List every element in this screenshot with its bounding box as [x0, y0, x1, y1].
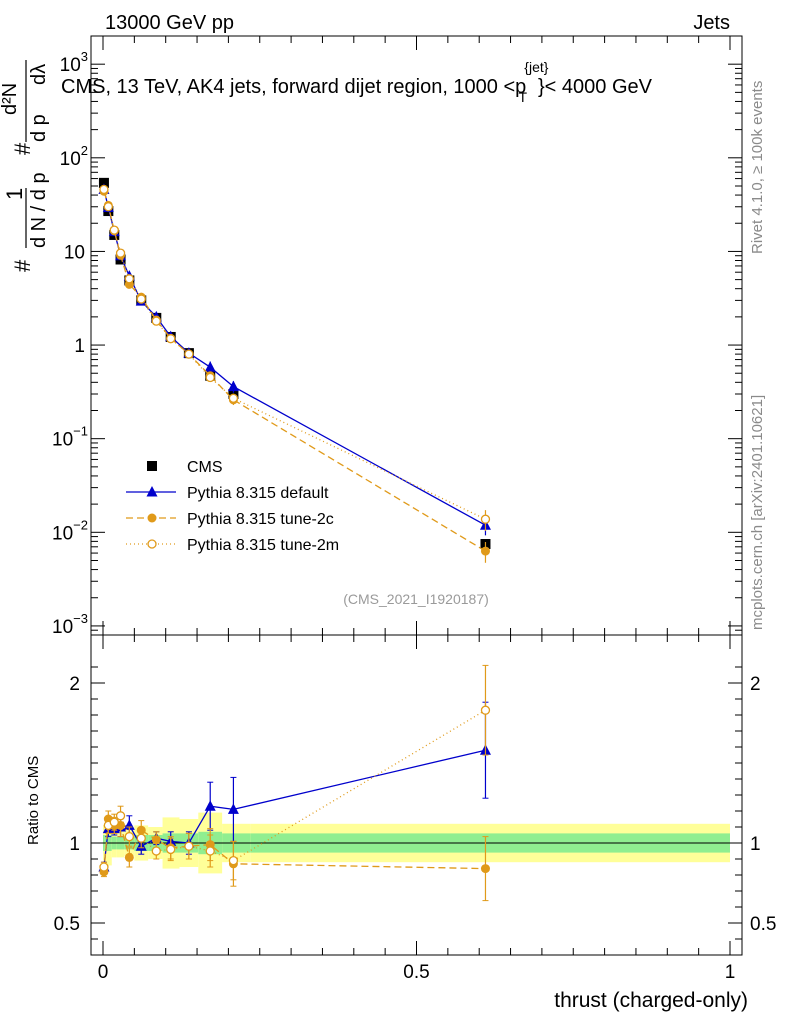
x-tick-label: 0 [98, 962, 109, 983]
y-tick-label: 10 [64, 242, 85, 263]
legend-marker [147, 513, 157, 523]
ylabel-fraction-denominator: d N / d p [28, 172, 50, 248]
upper-y-label: # 1 d N / d p # d²N d p dλ [0, 60, 50, 272]
ylabel-dpt: d p [28, 114, 50, 142]
ylabel-hash-2: # [10, 142, 35, 155]
plot-title: CMS, 13 TeV, AK4 jets, forward dijet reg… [61, 59, 653, 105]
legend-label: CMS [187, 459, 223, 476]
legend-marker [147, 539, 157, 549]
title-superscript: {jet} [524, 59, 548, 75]
data-point [124, 274, 134, 284]
ratio-y-tick-label-right: 0.5 [750, 914, 776, 935]
data-point [136, 294, 146, 304]
ratio-point [124, 831, 134, 842]
ratio-y-label: Ratio to CMS [25, 756, 42, 845]
ratio-y-tick-label: 0.5 [54, 914, 80, 935]
data-point [204, 361, 216, 372]
ratio-point [228, 855, 239, 866]
ratio-panel [91, 664, 742, 902]
data-point [166, 334, 176, 344]
ratio-point [109, 817, 119, 827]
x-tick-label: 0.5 [403, 962, 429, 983]
header-jets: Jets [693, 12, 730, 34]
data-point [109, 225, 119, 235]
rivet-version: Rivet 4.1.0, ≥ 100k events [749, 81, 766, 254]
ratio-point [115, 811, 126, 821]
ratio-y-tick-label: 1 [69, 834, 80, 855]
ratio-point [136, 833, 146, 843]
ratio-point [480, 705, 491, 715]
data-point [228, 393, 239, 403]
legend-label: Pythia 8.315 tune-2m [187, 537, 339, 554]
title-subscript: T [518, 89, 527, 105]
y-tick-label: 10−1 [52, 424, 88, 451]
ratio-point [184, 841, 194, 851]
ylabel-one: 1 [2, 188, 27, 200]
legend-marker [146, 486, 158, 497]
data-point [115, 248, 126, 258]
legend-label: Pythia 8.315 tune-2c [187, 511, 334, 528]
ratio-point [227, 803, 239, 814]
data-point [151, 316, 161, 326]
ratio-point [151, 835, 161, 845]
data-point [227, 380, 239, 392]
ratio-y-tick-label-right: 1 [750, 834, 761, 855]
y-tick-label: 102 [60, 143, 88, 170]
x-tick-label: 1 [725, 962, 736, 983]
data-point [103, 202, 113, 212]
legend: CMS Pythia 8.315 default Pythia 8.315 tune… [126, 459, 339, 554]
analysis-id: (CMS_2021_I1920187) [343, 591, 489, 607]
y-tick-label: 10−2 [52, 517, 88, 544]
legend-marker [147, 461, 157, 471]
ratio-point [99, 862, 109, 872]
data-point [205, 372, 215, 383]
data-point [98, 177, 109, 188]
axes: 10−3 10−2 10−1 1 10 102 103 0.5 0.5 1 1 2 2 0 0.5 1 [52, 35, 776, 983]
x-axis-label: thrust (charged-only) [554, 989, 748, 1012]
header-energy: 13000 GeV pp [105, 12, 234, 34]
ratio-point [124, 852, 134, 862]
ylabel-dlambda: dλ [28, 64, 50, 85]
title-tail: }< 4000 GeV [538, 76, 653, 98]
title-main: CMS, 13 TeV, AK4 jets, forward dijet reg… [61, 76, 526, 98]
data-point [480, 546, 490, 556]
ratio-y-tick-label: 2 [69, 674, 80, 695]
ylabel-d2n: d²N [0, 83, 21, 115]
ratio-point [480, 864, 490, 874]
main-panel [98, 177, 491, 563]
y-tick-label: 1 [74, 336, 85, 357]
y-tick-label: 103 [60, 49, 88, 76]
mcplots-credit: mcplots.cern.ch [arXiv:2401.10621] [749, 395, 766, 630]
ratio-point [166, 844, 176, 855]
ylabel-hash-1: # [10, 259, 35, 272]
y-tick-label: 10−3 [52, 611, 88, 638]
data-point [184, 349, 194, 359]
legend-label: Pythia 8.315 default [187, 485, 329, 502]
ratio-point [151, 846, 161, 856]
data-point [480, 514, 491, 524]
ratio-point [205, 846, 215, 856]
ratio-point [204, 800, 216, 811]
data-point [99, 184, 109, 195]
ratio-y-tick-label-right: 2 [750, 674, 761, 695]
